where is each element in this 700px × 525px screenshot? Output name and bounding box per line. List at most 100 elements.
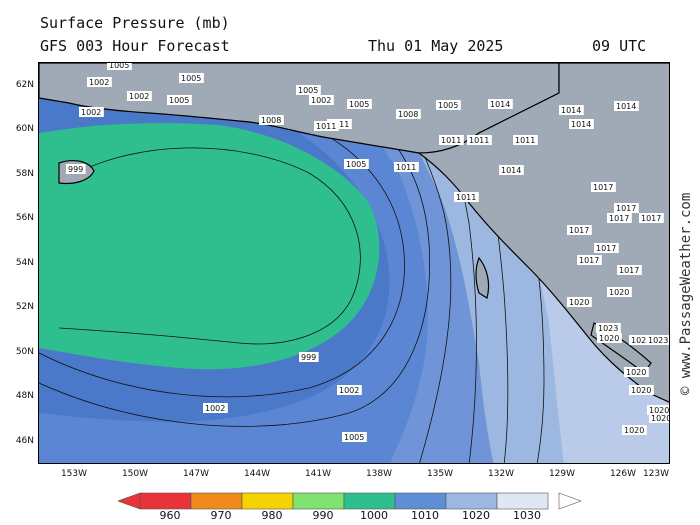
legend-arrow-right: [558, 492, 582, 510]
svg-text:1017: 1017: [593, 183, 613, 192]
subtitle: GFS 003 Hour Forecast: [40, 37, 230, 55]
svg-text:1014: 1014: [616, 102, 636, 111]
svg-text:1017: 1017: [616, 204, 636, 213]
svg-text:1020: 1020: [651, 414, 670, 423]
isobar-label: 1017: [577, 255, 602, 265]
legend-label-1010: 1010: [411, 509, 439, 522]
isobar-label: 1014: [569, 119, 594, 129]
legend-label-990: 990: [312, 509, 334, 522]
forecast-date: Thu 01 May 2025: [368, 37, 504, 55]
isobar-label: 1011: [454, 192, 479, 202]
svg-text:1011: 1011: [441, 136, 461, 145]
isobar-label: 1023: [629, 335, 654, 345]
isobar-label: 1020: [624, 367, 649, 377]
lat-label-62N: 62N: [15, 80, 34, 90]
svg-text:1002: 1002: [129, 92, 149, 101]
svg-text:1008: 1008: [398, 110, 418, 119]
isobar-label: 1023: [646, 335, 669, 345]
legend-cell: [394, 492, 447, 510]
svg-text:1020: 1020: [631, 386, 651, 395]
svg-text:1011: 1011: [515, 136, 535, 145]
isobar-label: 1020: [647, 405, 669, 415]
lat-label-46N: 46N: [15, 436, 34, 446]
isobar-label: 1002: [203, 403, 228, 413]
isobar-999: [58, 147, 361, 345]
queen-charlotte: [475, 256, 490, 299]
isobar-label: 1020: [597, 333, 622, 343]
svg-text:1005: 1005: [109, 63, 129, 70]
isobar-label: 1005: [179, 73, 204, 83]
isobar-label: 1005: [436, 100, 461, 110]
legend-cell: [445, 492, 498, 510]
svg-text:1002: 1002: [339, 386, 359, 395]
band-995: [39, 123, 380, 370]
isobar-label: 1020: [649, 413, 670, 423]
legend-label-1030: 1030: [513, 509, 541, 522]
svg-text:1005: 1005: [349, 100, 369, 109]
svg-text:999: 999: [68, 165, 83, 174]
isobar-label: 1005: [296, 85, 321, 95]
svg-text:1005: 1005: [346, 160, 366, 169]
svg-text:1014: 1014: [561, 106, 581, 115]
isobar-label: 1014: [614, 101, 639, 111]
svg-text:1017: 1017: [579, 256, 599, 265]
isobar-label: 1020: [622, 425, 647, 435]
lon-label-138W: 138W: [365, 469, 393, 479]
lat-label-56N: 56N: [15, 213, 34, 223]
isobar-label: 1002: [337, 385, 362, 395]
lat-label-60N: 60N: [15, 124, 34, 134]
legend-label-1020: 1020: [462, 509, 490, 522]
isobar-label: 1011: [327, 119, 352, 129]
isobar-label: 1005: [342, 432, 367, 442]
svg-text:1017: 1017: [609, 214, 629, 223]
credit-watermark: © www.PassageWeather.com: [676, 150, 696, 400]
isobar-label: 1017: [594, 243, 619, 253]
svg-text:1017: 1017: [569, 226, 589, 235]
lat-label-54N: 54N: [15, 258, 34, 268]
legend-arrow-left: [118, 492, 141, 510]
svg-text:1017: 1017: [641, 214, 661, 223]
isobar-label: 999: [299, 352, 319, 362]
isobar-label: 1011: [467, 135, 492, 145]
svg-text:1014: 1014: [490, 100, 510, 109]
isobar-label: 1017: [617, 265, 642, 275]
isobar-label: 1014: [488, 99, 513, 109]
isobar-label: 1005: [347, 99, 372, 109]
isobar-label: 1002: [127, 91, 152, 101]
legend-cell: [496, 492, 549, 510]
svg-text:1023: 1023: [631, 336, 651, 345]
svg-text:1020: 1020: [626, 368, 646, 377]
credit-text: © www.PassageWeather.com: [678, 193, 694, 395]
svg-text:1020: 1020: [599, 334, 619, 343]
svg-text:1002: 1002: [89, 78, 109, 87]
bc-coast: [417, 63, 669, 403]
legend-label-960: 960: [159, 509, 181, 522]
isobar-label: 1011: [439, 135, 464, 145]
legend-cell: [241, 492, 294, 510]
isobar-label: 1002: [79, 107, 104, 117]
isobar-label: 999: [66, 164, 86, 174]
svg-text:1020: 1020: [624, 426, 644, 435]
legend-cell: [190, 492, 243, 510]
isobar-label: 1005: [167, 95, 192, 105]
isobar-label: 1011: [394, 162, 419, 172]
isobar-label: 1017: [607, 213, 632, 223]
title: Surface Pressure (mb): [40, 14, 230, 32]
svg-text:1005: 1005: [169, 96, 189, 105]
lat-label-50N: 50N: [15, 347, 34, 357]
isobar-label: 1005: [107, 63, 132, 70]
svg-text:1008: 1008: [261, 116, 281, 125]
isobar-label: 1002: [309, 95, 334, 105]
isobar-label: 1023: [596, 323, 621, 333]
svg-text:1002: 1002: [205, 404, 225, 413]
forecast-time: 09 UTC: [592, 37, 647, 55]
svg-text:1011: 1011: [469, 136, 489, 145]
legend-label-1000: 1000: [360, 509, 388, 522]
legend-cell: [139, 492, 192, 510]
svg-text:1014: 1014: [501, 166, 521, 175]
svg-text:1011: 1011: [456, 193, 476, 202]
isobar-label: 1008: [259, 115, 284, 125]
lon-label-144W: 144W: [243, 469, 271, 479]
isobar-label: 1020: [629, 385, 654, 395]
